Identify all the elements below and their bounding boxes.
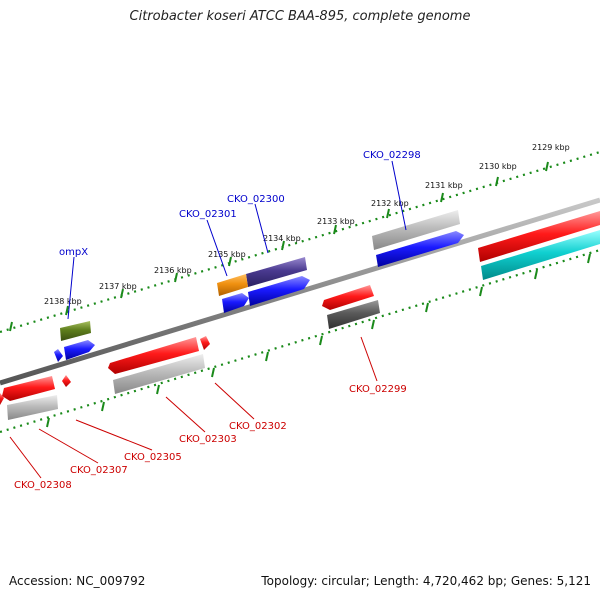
accession-text: Accession: NC_009792 [9,574,146,588]
tick-label: 2132 kbp [371,199,409,208]
gene-cko-02300-feature[interactable] [246,257,307,287]
map-title: Citrobacter koseri ATCC BAA-895, complet… [129,9,471,24]
gene-cko-02300-cds[interactable] [248,276,310,306]
gene-label-cko-02301[interactable]: CKO_02301 [179,209,237,220]
gene-small-blue[interactable] [54,349,63,362]
gene-cko-02302-cds[interactable] [200,336,210,350]
tick-label: 2137 kbp [99,282,137,291]
gene-label-cko-02308[interactable]: CKO_02308 [14,480,72,491]
gene-label-cko-02302[interactable]: CKO_02302 [229,421,287,432]
gene-cko-02298-feature[interactable] [372,210,460,250]
tick-label: 2134 kbp [263,234,301,243]
tick-label: 2129 kbp [532,143,570,152]
gene-cko-02299-cds[interactable] [322,285,374,310]
tick-label: 2135 kbp [208,250,246,259]
genome-backbone [0,197,600,386]
tick-label: 2138 kbp [44,297,82,306]
gene-cko-02303-cds[interactable] [108,337,199,374]
gene-cko-02299-feature[interactable] [327,300,380,329]
gene-features [0,210,600,420]
gene-label-cko-02307[interactable]: CKO_02307 [70,465,128,476]
leader-lines-top [67,160,407,320]
gene-label-ompx[interactable]: ompX [59,247,88,258]
scale-ticks-outer [9,161,549,332]
gene-cko-02305-cds[interactable] [62,375,71,387]
tick-label: 2130 kbp [479,162,517,171]
tick-label: 2131 kbp [425,181,463,190]
tick-label: 2136 kbp [154,266,192,275]
leader-lines-bottom [9,336,378,479]
gene-right-cyan[interactable] [481,230,600,280]
gene-label-cko-02299[interactable]: CKO_02299 [349,384,407,395]
gene-label-cko-02303[interactable]: CKO_02303 [179,434,237,445]
scale-ticks-inner [46,253,591,428]
gene-cko-02307-cds[interactable] [2,376,55,401]
gene-right-red[interactable] [478,211,600,262]
gene-cko-02307-feature[interactable] [7,395,58,420]
gene-cko-02303-feature[interactable] [113,354,205,394]
gene-ompx-cds[interactable] [64,340,95,360]
gene-cko-02298-cds[interactable] [376,231,464,267]
tick-label: 2133 kbp [317,217,355,226]
gene-ompx-feature[interactable] [60,321,91,341]
gene-cko-02308-cds[interactable] [0,393,4,405]
genome-summary-text: Topology: circular; Length: 4,720,462 bp… [261,574,591,588]
gene-label-cko-02300[interactable]: CKO_02300 [227,194,285,205]
gene-cko-02301-feature[interactable] [217,274,248,296]
gene-label-cko-02305[interactable]: CKO_02305 [124,452,182,463]
gene-cko-02301-cds[interactable] [222,293,249,313]
gene-label-cko-02298[interactable]: CKO_02298 [363,150,421,161]
